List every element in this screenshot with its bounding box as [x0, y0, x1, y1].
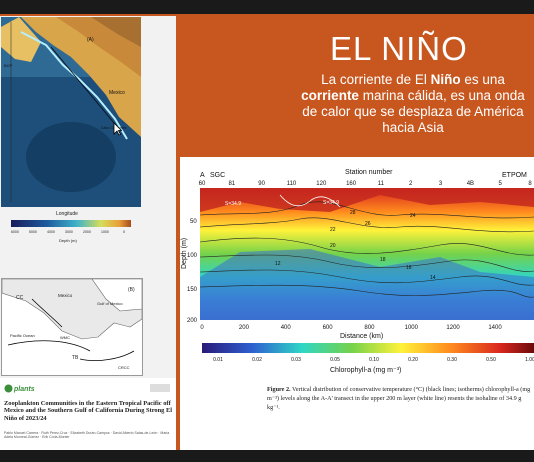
colorbar-tick: 0.30	[447, 357, 457, 363]
subtitle-text: marina cálida, es una onda de calor que …	[302, 88, 525, 135]
colorbar-tick: 1.00	[525, 357, 534, 363]
subtitle-emphasis: corriente	[301, 88, 359, 103]
isotherm-label: 28	[350, 210, 356, 216]
depth-tick: 5000	[29, 230, 37, 234]
paper-authors: Pablo Manuel Carrera · Ruth Perez-Cruz ·…	[4, 431, 170, 440]
map-a-xlabel: Longitude	[56, 211, 78, 217]
map-b-place: Gulf of Mexico	[97, 301, 123, 306]
isotherm-label: 18	[380, 257, 386, 263]
isotherm-label: 26	[365, 221, 371, 227]
map-b-place: CRCC	[118, 365, 130, 370]
colorbar-tick: 0.02	[252, 357, 262, 363]
isotherm-label: 12	[275, 261, 281, 267]
station-number: 160	[346, 181, 357, 187]
depth-tick: 50	[190, 219, 197, 225]
section-start-label: A	[200, 172, 205, 179]
mouse-cursor-icon	[113, 122, 122, 136]
isotherm-label: 16	[406, 265, 412, 271]
colorbar-tick: 0.05	[330, 357, 340, 363]
caption-figure-number: Figure 2.	[267, 386, 291, 393]
etpom-label: ETPOM	[502, 172, 527, 179]
distance-tick: 400	[281, 325, 292, 331]
station-ticks: 60 81 90 110 120 160 11 2 3 4B 5 8	[199, 181, 533, 187]
distance-tick: 800	[364, 325, 375, 331]
paper-title: Zooplankton Communities in the Eastern T…	[4, 400, 173, 422]
isotherm-label: 20	[330, 243, 336, 249]
map-b-place: CC	[16, 295, 24, 301]
station-number: 120	[316, 181, 327, 187]
isotherm-label: 14	[430, 275, 436, 281]
subtitle-text: La corriente de El	[321, 72, 431, 87]
distance-tick: 1000	[405, 325, 419, 331]
station-number: 110	[287, 181, 297, 187]
bathymetry-map: (A) BCP Mexico Cabo Corrientes Longitude…	[1, 17, 141, 243]
depth-tick: 3000	[65, 230, 73, 234]
distance-tick: 600	[323, 325, 334, 331]
station-number: 4B	[467, 181, 474, 187]
map-place-mexico: Mexico	[109, 90, 125, 96]
plants-logo-icon	[4, 384, 13, 393]
map-b-place: Pacific Ocean	[10, 333, 35, 338]
station-number: 3	[439, 181, 443, 187]
depth-tick: 100	[187, 253, 198, 259]
map-b-place: TB	[72, 355, 79, 361]
colorbar-ticks: 0.01 0.02 0.03 0.05 0.10 0.20 0.30 0.50 1.00	[213, 357, 534, 363]
transect-figure: Station number A SGC ETPOM 60 81 90 110 120 1…	[180, 157, 534, 450]
map-b-place: WMC	[60, 335, 70, 340]
subtitle-emphasis: Niño	[430, 72, 461, 87]
colorbar-tick: 0.01	[213, 357, 223, 363]
transect-section-plot: Station number A SGC ETPOM 60 81 90 110 120 1…	[181, 169, 534, 374]
sgc-label: SGC	[210, 172, 225, 179]
subtitle-text: es una	[460, 72, 505, 87]
colorbar-tick: 0.10	[369, 357, 379, 363]
station-number: 90	[258, 181, 265, 187]
publisher-logo-icon	[150, 384, 170, 392]
station-number: 8	[528, 181, 532, 187]
figure-caption: Figure 2. Vertical distribution of conse…	[267, 385, 531, 412]
station-number-label: Station number	[345, 169, 393, 176]
station-number: 11	[378, 181, 385, 187]
depth-tick: 2000	[83, 230, 91, 234]
left-image-panel: (A) BCP Mexico Cabo Corrientes Longitude…	[0, 16, 176, 450]
window-bottom-bar	[0, 450, 534, 462]
window-top-bar	[0, 0, 534, 14]
paper-preview-card[interactable]: plants Zooplankton Communities in the Ea…	[0, 378, 176, 450]
depth-tick: 4000	[47, 230, 55, 234]
distance-axis-label: Distance (km)	[340, 333, 383, 340]
salinity-label: S=34.9	[323, 200, 339, 206]
colorbar-tick: 0.03	[291, 357, 301, 363]
station-number: 60	[199, 181, 206, 187]
depth-tick: 0	[123, 230, 125, 234]
colorbar-tick: 0.50	[486, 357, 496, 363]
caption-text: Vertical distribution of conservative te…	[267, 386, 531, 411]
depth-tick: 150	[187, 287, 198, 293]
distance-tick: 1400	[488, 325, 502, 331]
colorbar-label: Chlorophyll-a (mg m⁻³)	[330, 367, 401, 374]
salinity-label: S=34.9	[225, 201, 241, 207]
station-number: 81	[228, 181, 235, 187]
map-a-panel-label: (A)	[87, 37, 94, 43]
journal-name: plants	[14, 386, 35, 393]
isotherm-label: 24	[410, 213, 416, 219]
slide-title: EL NIÑO	[330, 30, 468, 67]
map-place-bcp: BCP	[4, 63, 13, 68]
distance-tick: 1200	[446, 325, 460, 331]
colorbar-tick: 0.20	[408, 357, 418, 363]
distance-tick: 200	[239, 325, 250, 331]
depth-tick: 200	[187, 318, 198, 324]
station-number: 2	[409, 181, 413, 187]
station-number: 5	[499, 181, 503, 187]
region-map: (B) CC Mexico Gulf of Mexico Pacific Oce…	[1, 278, 143, 376]
depth-tick: 1000	[101, 230, 109, 234]
distance-ticks: 0 200 400 600 800 1000 1200 1400	[200, 325, 502, 331]
map-b-place: Mexico	[58, 293, 73, 298]
depth-tick: 6000	[11, 230, 19, 234]
isotherm-label: 22	[330, 227, 336, 233]
distance-tick: 0	[200, 325, 204, 331]
depth-axis-label: Depth (m)	[181, 238, 188, 269]
slide-subtitle: La corriente de El Niño es una corriente…	[300, 72, 526, 136]
depth-colorbar-label: Depth (m)	[59, 238, 77, 243]
map-b-panel-label: (B)	[128, 287, 135, 293]
